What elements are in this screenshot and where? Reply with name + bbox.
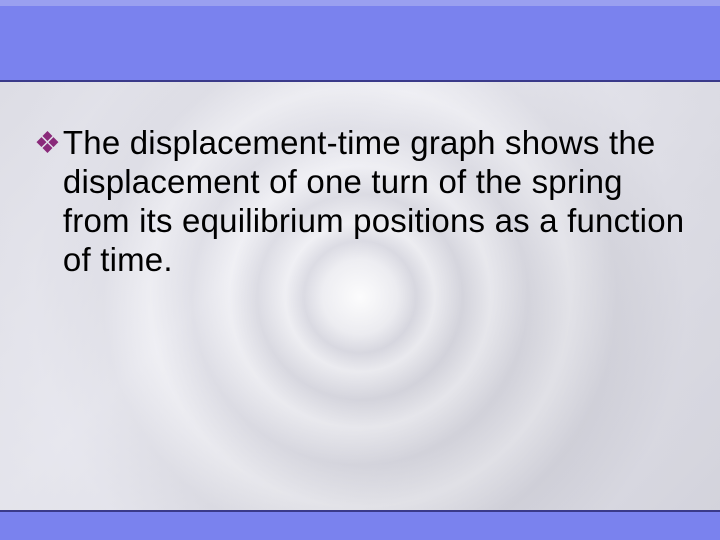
top-band xyxy=(0,6,720,80)
bottom-band xyxy=(0,512,720,540)
diamond-bullet-icon: ❖ xyxy=(34,124,61,164)
slide: ❖ The displacement-time graph shows the … xyxy=(0,0,720,540)
content-area: ❖ The displacement-time graph shows the … xyxy=(34,124,690,280)
paragraph-text: The displacement-time graph shows the di… xyxy=(63,124,690,280)
bullet-item: ❖ The displacement-time graph shows the … xyxy=(34,124,690,280)
